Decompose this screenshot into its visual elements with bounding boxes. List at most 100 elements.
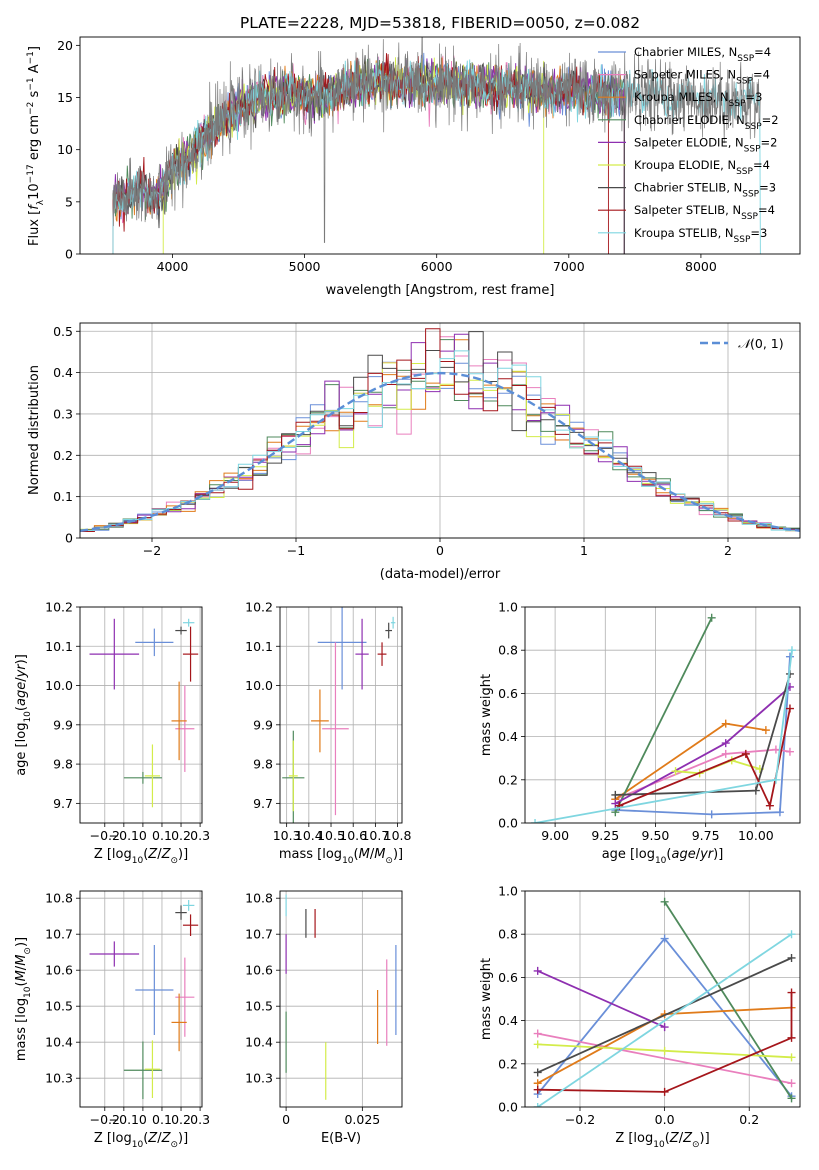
series-marker (660, 897, 669, 906)
series-line (663, 901, 793, 1099)
legend-label: Chabrier MILES, NSSP=4 (634, 45, 771, 64)
y-tick-label: 0.4 (53, 365, 73, 380)
label-part: / (14, 677, 29, 682)
label-part: ⊙ (692, 1140, 700, 1150)
x-tick-label: 4000 (157, 259, 189, 274)
legend-label: Salpeter MILES, NSSP=4 (634, 68, 770, 87)
x-tick-label: 10.00 (738, 828, 774, 843)
series-marker (660, 1046, 669, 1055)
legend-sep: , N (725, 203, 741, 217)
legend-label: Kroupa ELODIE, NSSP=4 (634, 158, 770, 177)
y-tick-label: 9.7 (253, 796, 273, 811)
y-tick-label: 0.8 (498, 643, 518, 658)
plot-area (285, 894, 397, 1100)
legend-sep: , N (721, 45, 737, 59)
axes-frame (79, 890, 203, 1108)
legend-sep: , N (713, 90, 729, 104)
series-line (537, 970, 665, 1028)
y-axis-label: Normed distribution (27, 365, 42, 495)
label-part: erg cm (27, 115, 42, 164)
series-marker (533, 1085, 542, 1094)
legend-nssp: 2 (770, 135, 777, 149)
legend-sub: SSP (741, 212, 758, 222)
axes-frame (279, 890, 403, 1108)
label-part: M (14, 955, 29, 966)
label-part: age (671, 847, 695, 862)
y-tick-label: 0.6 (498, 970, 518, 985)
x-axis-label: (data-model)/error (380, 567, 501, 582)
y-tick-label: 10.7 (45, 927, 73, 942)
series-marker (771, 745, 780, 754)
series-line (537, 957, 792, 1074)
y-tick-label: 0.0 (498, 1100, 518, 1115)
label-part: s (27, 90, 42, 101)
y-tick-label: 10.2 (245, 600, 273, 615)
legend-part: (0, 1) (750, 336, 784, 351)
label-part: Z (161, 1131, 172, 1146)
x-tick-label: −0.2 (90, 1112, 120, 1127)
x-axis-label: Z [log10(Z/Z⊙)] (615, 1131, 709, 1150)
legend-name: Chabrier MILES (634, 45, 721, 59)
series-line (618, 708, 791, 809)
x-tick-label: 0 (139, 1112, 147, 1127)
legend-eq: = (753, 68, 763, 82)
y-tick-label: 0.8 (498, 927, 518, 942)
y-tick-label: 0.1 (53, 489, 73, 504)
x-tick-label: 10.4 (295, 828, 323, 843)
label-part: )] (178, 847, 188, 862)
legend-eq: = (745, 90, 755, 104)
plot-area (89, 900, 199, 1100)
x-tick-label: 0.3 (190, 828, 210, 843)
legend-sub: SSP (736, 77, 753, 87)
series-marker (533, 1103, 542, 1107)
legend-sep: , N (726, 181, 742, 195)
legend-label: Kroupa MILES, NSSP=3 (634, 90, 762, 109)
y-tick-label: 10.2 (45, 600, 73, 615)
label-part: ⊙ (23, 947, 33, 955)
series-line (615, 673, 791, 796)
legend-sub: SSP (742, 190, 759, 200)
y-tick-label: 0.3 (53, 406, 73, 421)
y-tick-label: 0.6 (498, 686, 518, 701)
x-tick-label: 7000 (553, 259, 585, 274)
legend-name: Salpeter ELODIE (634, 135, 728, 149)
plot-area (112, 37, 761, 254)
axes-frame (524, 606, 801, 824)
x-axis-label: E(B-V) (321, 1131, 361, 1146)
label-part: M (374, 847, 385, 862)
label-part: ( (143, 1131, 148, 1146)
x-axis-label: Z [log10(Z/Z⊙)] (94, 1131, 188, 1150)
series-marker (721, 749, 730, 758)
label-part: / (157, 1131, 162, 1146)
x-tick-label: −0.1 (109, 1112, 139, 1127)
label-part: ⊙ (170, 1140, 178, 1150)
series-marker (787, 1079, 796, 1088)
legend-name: Salpeter STELIB (634, 203, 725, 217)
label-part: 10 (342, 856, 354, 866)
x-tick-label: 8000 (685, 259, 717, 274)
legend-sep: , N (729, 113, 745, 127)
legend-sep: , N (720, 68, 736, 82)
label-part: 10 (132, 856, 144, 866)
series-marker (611, 808, 620, 817)
series-line (537, 992, 793, 1093)
y-tick-label: 10.0 (45, 678, 73, 693)
panel-mass-vs-ebv: 0 0.025 10.3 10.4 10.5 10.6 10.7 10.8 E(B-V) (245, 890, 403, 1146)
x-tick-label: 0 (282, 1112, 290, 1127)
label-part: ( (354, 847, 359, 862)
series-marker (721, 719, 730, 728)
series-marker (533, 1040, 542, 1049)
legend-sep: , N (720, 158, 736, 172)
label-part: / (370, 847, 375, 862)
legend-nssp: 4 (764, 45, 771, 59)
legend-sep: , N (728, 135, 744, 149)
axes-frame (279, 606, 403, 824)
series-marker (671, 767, 680, 776)
series-marker (721, 739, 730, 748)
plot-area (533, 897, 796, 1107)
panel-residual-histogram: −2 −1 0 1 2 0 0.1 0.2 0.3 0.4 0.5 𝒩(0, 1) (data-mode… (27, 322, 801, 582)
y-tick-label: 0.4 (498, 1013, 518, 1028)
label-part: ( (143, 847, 148, 862)
label-part: A (27, 64, 42, 77)
